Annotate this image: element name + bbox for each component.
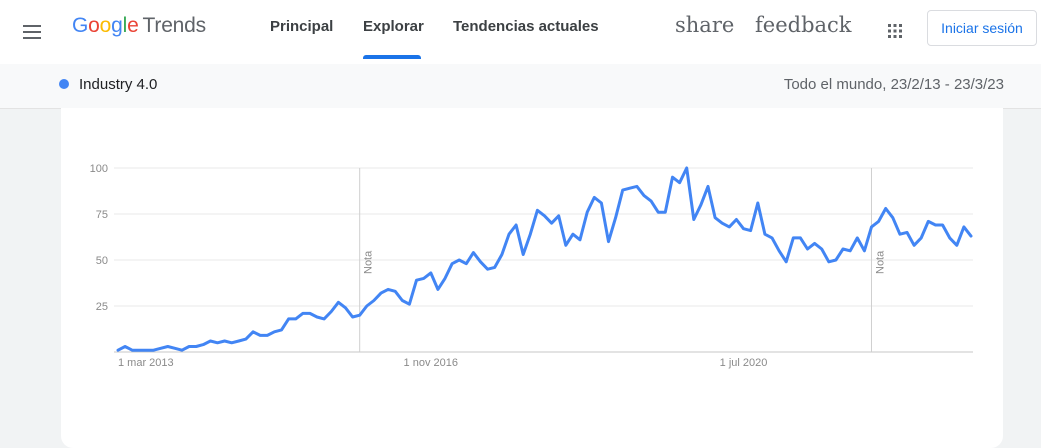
logo-letter: e: [127, 14, 139, 37]
series-line-industry-4-0: [116, 166, 973, 352]
y-tick-label: 50: [96, 255, 108, 267]
active-tab-indicator: [363, 55, 421, 59]
note-label: Nota: [363, 250, 375, 274]
top-app-bar: Google Trends Principal Explorar Tendenci…: [0, 0, 1041, 64]
logo-letter: g: [111, 14, 123, 37]
interest-over-time-card: 25 50 75 100 Nota Nota 1 mar 2013 1 nov 2016 1 j…: [61, 108, 1003, 448]
share-button[interactable]: share: [675, 13, 735, 37]
note-label: Nota: [874, 250, 886, 274]
x-tick-label: 1 nov 2016: [404, 357, 458, 369]
hamburger-menu-icon[interactable]: [20, 20, 44, 44]
logo-letter: o: [99, 14, 112, 37]
search-term-label[interactable]: Industry 4.0: [79, 76, 158, 93]
y-tick-label: 25: [96, 301, 108, 313]
apps-grid-icon[interactable]: [886, 22, 904, 40]
term-color-dot: [59, 79, 69, 89]
x-tick-label: 1 mar 2013: [118, 357, 174, 369]
sign-in-button[interactable]: Iniciar sesión: [927, 10, 1037, 46]
feedback-button[interactable]: feedback: [755, 13, 852, 37]
logo-product-name: Trends: [142, 14, 207, 37]
y-tick-label: 75: [96, 209, 108, 221]
logo-letter: G: [72, 14, 89, 37]
x-tick-label: 1 jul 2020: [720, 357, 768, 369]
tab-explorar[interactable]: Explorar: [363, 18, 424, 35]
y-tick-label: 100: [90, 163, 108, 175]
tab-tendencias-actuales[interactable]: Tendencias actuales: [453, 18, 599, 35]
comparison-bar: Industry 4.0 Todo el mundo, 23/2/13 - 23…: [0, 64, 1041, 109]
google-trends-logo[interactable]: Google Trends: [72, 14, 206, 38]
tab-principal[interactable]: Principal: [270, 18, 334, 35]
date-range-label[interactable]: Todo el mundo, 23/2/13 - 23/3/23: [783, 76, 1004, 93]
logo-letter: l: [122, 14, 128, 37]
interest-line-chart[interactable]: 25 50 75 100 Nota Nota 1 mar 2013 1 nov 2016 1 j…: [61, 108, 1003, 440]
logo-letter: o: [88, 14, 100, 37]
